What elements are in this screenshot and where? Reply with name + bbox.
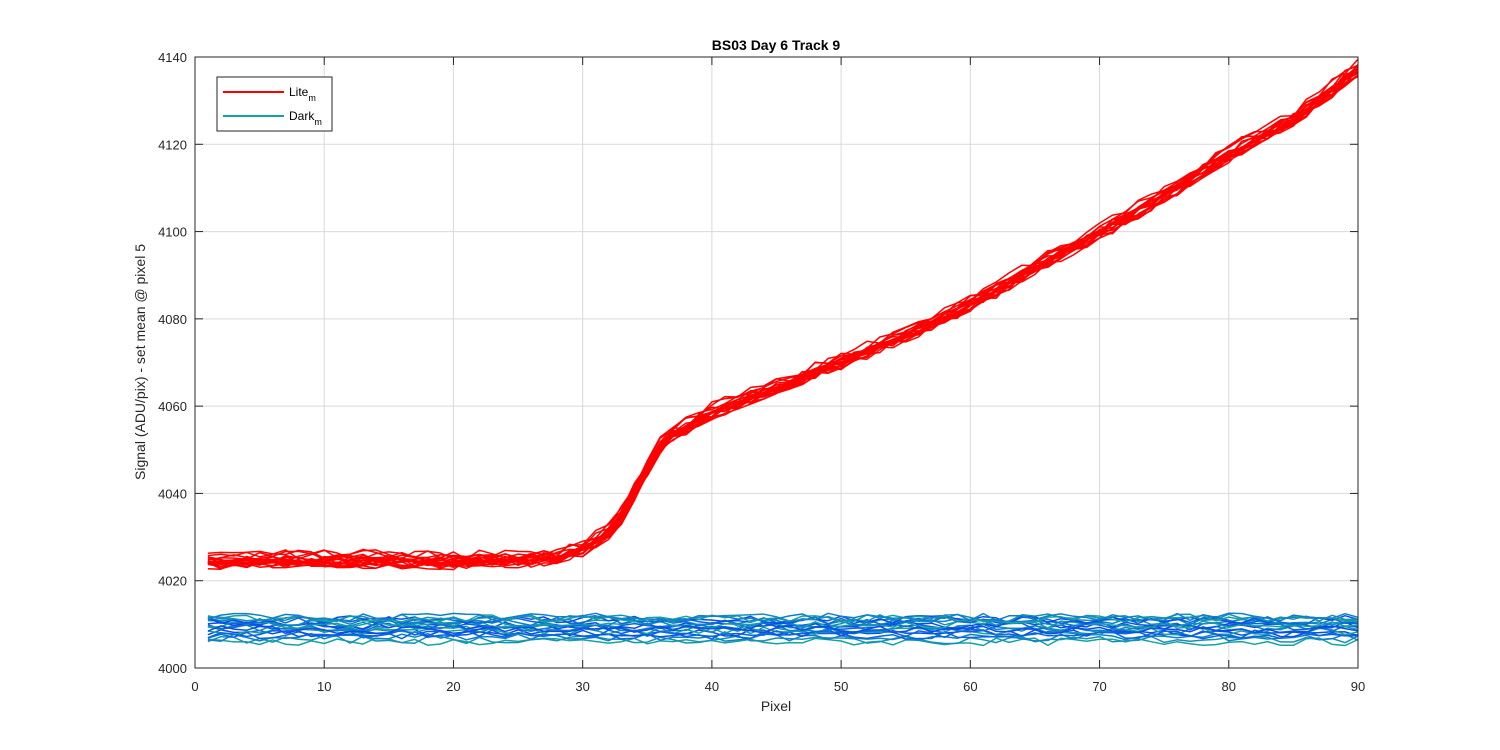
legend-box <box>216 76 333 132</box>
series-line-dark <box>207 625 1359 635</box>
legend-label: Darkm <box>289 109 322 127</box>
x-tick-label: 30 <box>575 679 589 694</box>
y-tick-label: 4060 <box>158 399 187 414</box>
series-dark <box>207 612 1359 647</box>
plot-area <box>207 58 1359 647</box>
series-line-lite <box>207 69 1359 566</box>
axes: 0 10 20 30 40 50 60 70 80 90 4000 4020 4040 4060 4080 4… <box>158 50 1365 694</box>
series-lite <box>207 58 1359 571</box>
series-line-lite <box>207 58 1359 561</box>
legend-entry-lite: Litem <box>223 85 316 103</box>
series-line-dark <box>207 632 1359 642</box>
y-tick-label: 4140 <box>158 50 187 65</box>
series-line-lite <box>207 63 1359 565</box>
series-line-lite <box>207 66 1359 568</box>
series-line-lite <box>207 65 1359 568</box>
y-axis-title: Signal (ADU/pix) - set mean @ pixel 5 <box>132 244 148 480</box>
x-tick-label: 40 <box>705 679 719 694</box>
x-tick-label: 50 <box>834 679 848 694</box>
x-tick-label: 80 <box>1222 679 1236 694</box>
x-axis-title: Pixel <box>761 698 791 714</box>
series-line-lite <box>207 66 1359 565</box>
chart-title: BS03 Day 6 Track 9 <box>712 37 841 53</box>
series-line-lite <box>207 67 1359 569</box>
series-line-dark <box>207 615 1359 625</box>
series-line-dark <box>207 626 1359 636</box>
series-line-lite <box>207 68 1359 567</box>
y-tick-label: 4100 <box>158 225 187 240</box>
legend: Litem Darkm <box>216 76 333 132</box>
series-line-lite <box>207 75 1359 569</box>
series-line-lite <box>207 71 1359 565</box>
y-tick-label: 4120 <box>158 137 187 152</box>
series-line-dark <box>207 629 1358 639</box>
x-tick-label: 60 <box>963 679 977 694</box>
series-line-lite <box>207 68 1359 563</box>
series-line-lite <box>207 75 1359 571</box>
legend-label: Litem <box>289 85 316 103</box>
x-tick-label: 70 <box>1092 679 1106 694</box>
axes-frame <box>194 56 1359 669</box>
series-line-lite <box>207 64 1359 560</box>
x-tick-label: 90 <box>1351 679 1365 694</box>
x-tick-label: 10 <box>317 679 331 694</box>
x-tick-label: 0 <box>191 679 198 694</box>
x-tick-label: 20 <box>446 679 460 694</box>
y-tick-label: 4020 <box>158 574 187 589</box>
series-line-lite <box>207 71 1359 570</box>
y-tick-label: 4040 <box>158 486 187 501</box>
series-line-lite <box>207 74 1359 570</box>
y-tick-label: 4080 <box>158 312 187 327</box>
grid <box>194 56 1359 669</box>
series-line-lite <box>207 74 1359 570</box>
series-line-lite <box>207 64 1359 560</box>
legend-entry-dark: Darkm <box>223 109 322 127</box>
y-tick-label: 4000 <box>158 661 187 676</box>
series-line-dark <box>207 614 1359 625</box>
series-line-dark <box>207 612 1359 622</box>
